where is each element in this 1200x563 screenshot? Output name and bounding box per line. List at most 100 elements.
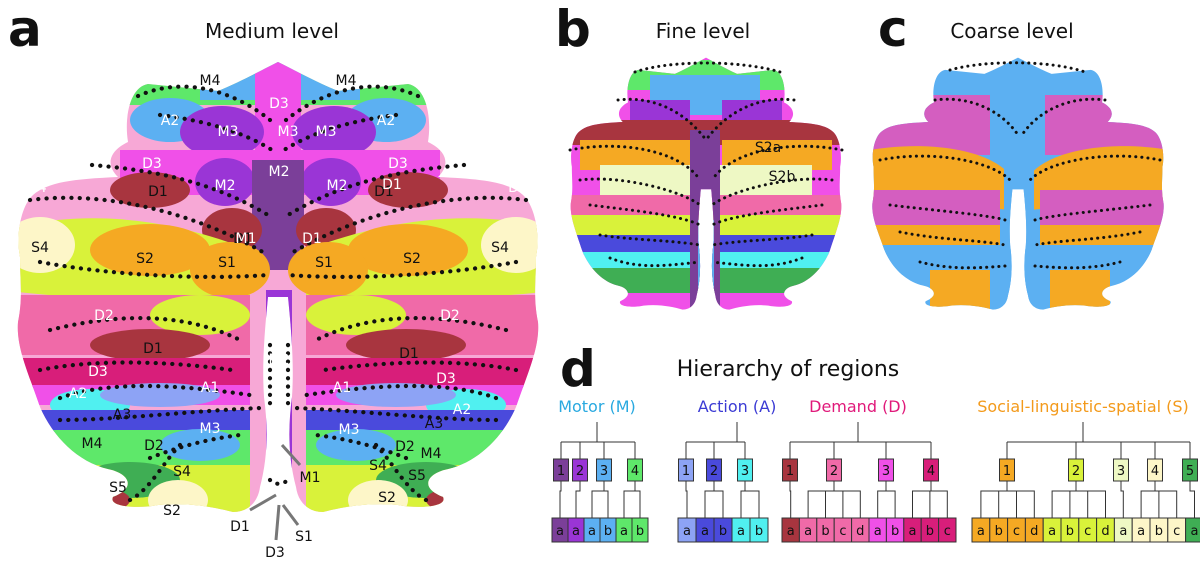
region-label: S2 [136, 251, 154, 267]
subregion-box [1185, 517, 1200, 543]
parent-region-label: 2 [710, 464, 718, 479]
region-label: D2 [395, 439, 415, 455]
region-label: M2 [215, 178, 236, 194]
region-label: M3 [200, 421, 221, 437]
region-label: S1 [315, 255, 333, 271]
region-label: M4 [200, 73, 221, 89]
region-label: M4 [82, 436, 103, 452]
subregion-label: d [856, 524, 864, 539]
region-label: A2 [69, 386, 87, 402]
panel-letter-a: a [8, 0, 42, 58]
subregion-label: a [787, 524, 795, 539]
region-label: D1 [382, 177, 402, 193]
subregion-label: d [1101, 524, 1109, 539]
region-label: M3 [218, 124, 239, 140]
region-label: M1 [236, 231, 257, 247]
subregion-label: c [944, 524, 951, 539]
parent-region-label: 3 [600, 464, 608, 479]
region-label: S4 [173, 464, 191, 480]
hierarchy-group: Social-linguistic-spatial (S)1 2 3 4 5a b c d a b… [971, 397, 1200, 543]
fine-level-flatmap: S2a S2b [568, 57, 844, 310]
hierarchy-group-title: Social-linguistic-spatial (S) [977, 397, 1189, 416]
coarse-level-flatmap [872, 57, 1164, 310]
subregion-label: a [737, 524, 745, 539]
fine-level-region-labels: S2a S2b [755, 140, 796, 185]
parent-region-label: 2 [830, 464, 838, 479]
subregion-label: a [1048, 524, 1056, 539]
fine-region-label: S2b [769, 169, 796, 185]
region-label: A2 [377, 113, 395, 129]
panel-title-c: Coarse level [950, 19, 1073, 43]
region-label: S5 [408, 468, 426, 484]
region-label: D3 [269, 96, 289, 112]
region-label: S2 [163, 503, 181, 519]
fine-region-label: S2a [755, 140, 781, 156]
parent-region-label: 4 [927, 464, 935, 479]
hierarchy-group: Demand (D)1 2 3 4a a b c d a b a b c [781, 397, 957, 543]
subregion-label: a [572, 524, 580, 539]
region-label: S2 [378, 490, 396, 506]
hierarchy-group-title: Demand (D) [809, 397, 907, 416]
region-label: S1 [295, 529, 313, 545]
region-label: M3 [339, 422, 360, 438]
subregion-box [938, 517, 957, 543]
parent-region-label: 4 [1151, 464, 1159, 479]
region-label: M4 [421, 446, 442, 462]
region-label: M3 [278, 124, 299, 140]
region-label: D1 [399, 346, 419, 362]
subregion-box [749, 517, 769, 543]
medium-level-flatmap: M4 A2 M3 D3 D4 D1 M2 D1 S4 S2 S1 D2 D1 D3 A1 A2 A3 M3 M4 D2… [17, 62, 539, 561]
subregion-label: b [719, 524, 727, 539]
region-label: A1 [201, 380, 219, 396]
region-label: D3 [388, 156, 408, 172]
region-label: D2 [440, 308, 460, 324]
region-label: M1 [300, 470, 321, 486]
region-label: M4 [336, 73, 357, 89]
region-label: D1 [143, 341, 163, 357]
region-label: D1 [230, 519, 250, 535]
hierarchy-group-title: Action (A) [698, 397, 777, 416]
region-label: D1 [148, 184, 168, 200]
region-label: A3 [425, 416, 443, 432]
region-label: S5 [109, 480, 127, 496]
region-label: S2 [403, 251, 421, 267]
subregion-label: a [620, 524, 628, 539]
subregion-label: a [1119, 524, 1127, 539]
region-label: D1 [374, 184, 394, 200]
parent-region-label: 3 [882, 464, 890, 479]
region-label: D2 [144, 438, 164, 454]
region-label: D1 [302, 231, 322, 247]
subregion-label: b [755, 524, 763, 539]
subregion-label: c [1084, 524, 1091, 539]
subregion-label: a [1137, 524, 1145, 539]
medium-level-region-labels: M4 A2 M3 D3 D4 D1 M2 D1 S4 S2 S1 D2 D1 D3 A1 A2 A3 M3 M4 D2… [27, 73, 528, 561]
subregion-label: d [1030, 524, 1038, 539]
parent-region-label: 2 [576, 464, 584, 479]
region-label: M2 [269, 352, 290, 368]
subregion-label: b [1155, 524, 1163, 539]
parent-region-label: 4 [631, 464, 639, 479]
subregion-label: a [701, 524, 709, 539]
subregion-label: c [839, 524, 846, 539]
region-label: S4 [491, 240, 509, 256]
subregion-label: b [926, 524, 934, 539]
region-label: S1 [218, 255, 236, 271]
subregion-label: b [821, 524, 829, 539]
panel-letter-b: b [555, 0, 591, 58]
parent-region-label: 3 [741, 464, 749, 479]
region-label: M2 [327, 178, 348, 194]
parent-region-label: 1 [557, 464, 565, 479]
panel-letter-c: c [878, 0, 908, 58]
region-label: D4 [508, 180, 528, 196]
subregion-label: c [1013, 524, 1020, 539]
panel-letter-d: d [560, 340, 596, 398]
region-label: S4 [31, 240, 49, 256]
region-label: D3 [88, 364, 108, 380]
panel-title-a: Medium level [205, 19, 339, 43]
region-label: D3 [436, 371, 456, 387]
region-label: S4 [369, 458, 387, 474]
subregion-label: c [1173, 524, 1180, 539]
subregion-box [631, 517, 649, 543]
